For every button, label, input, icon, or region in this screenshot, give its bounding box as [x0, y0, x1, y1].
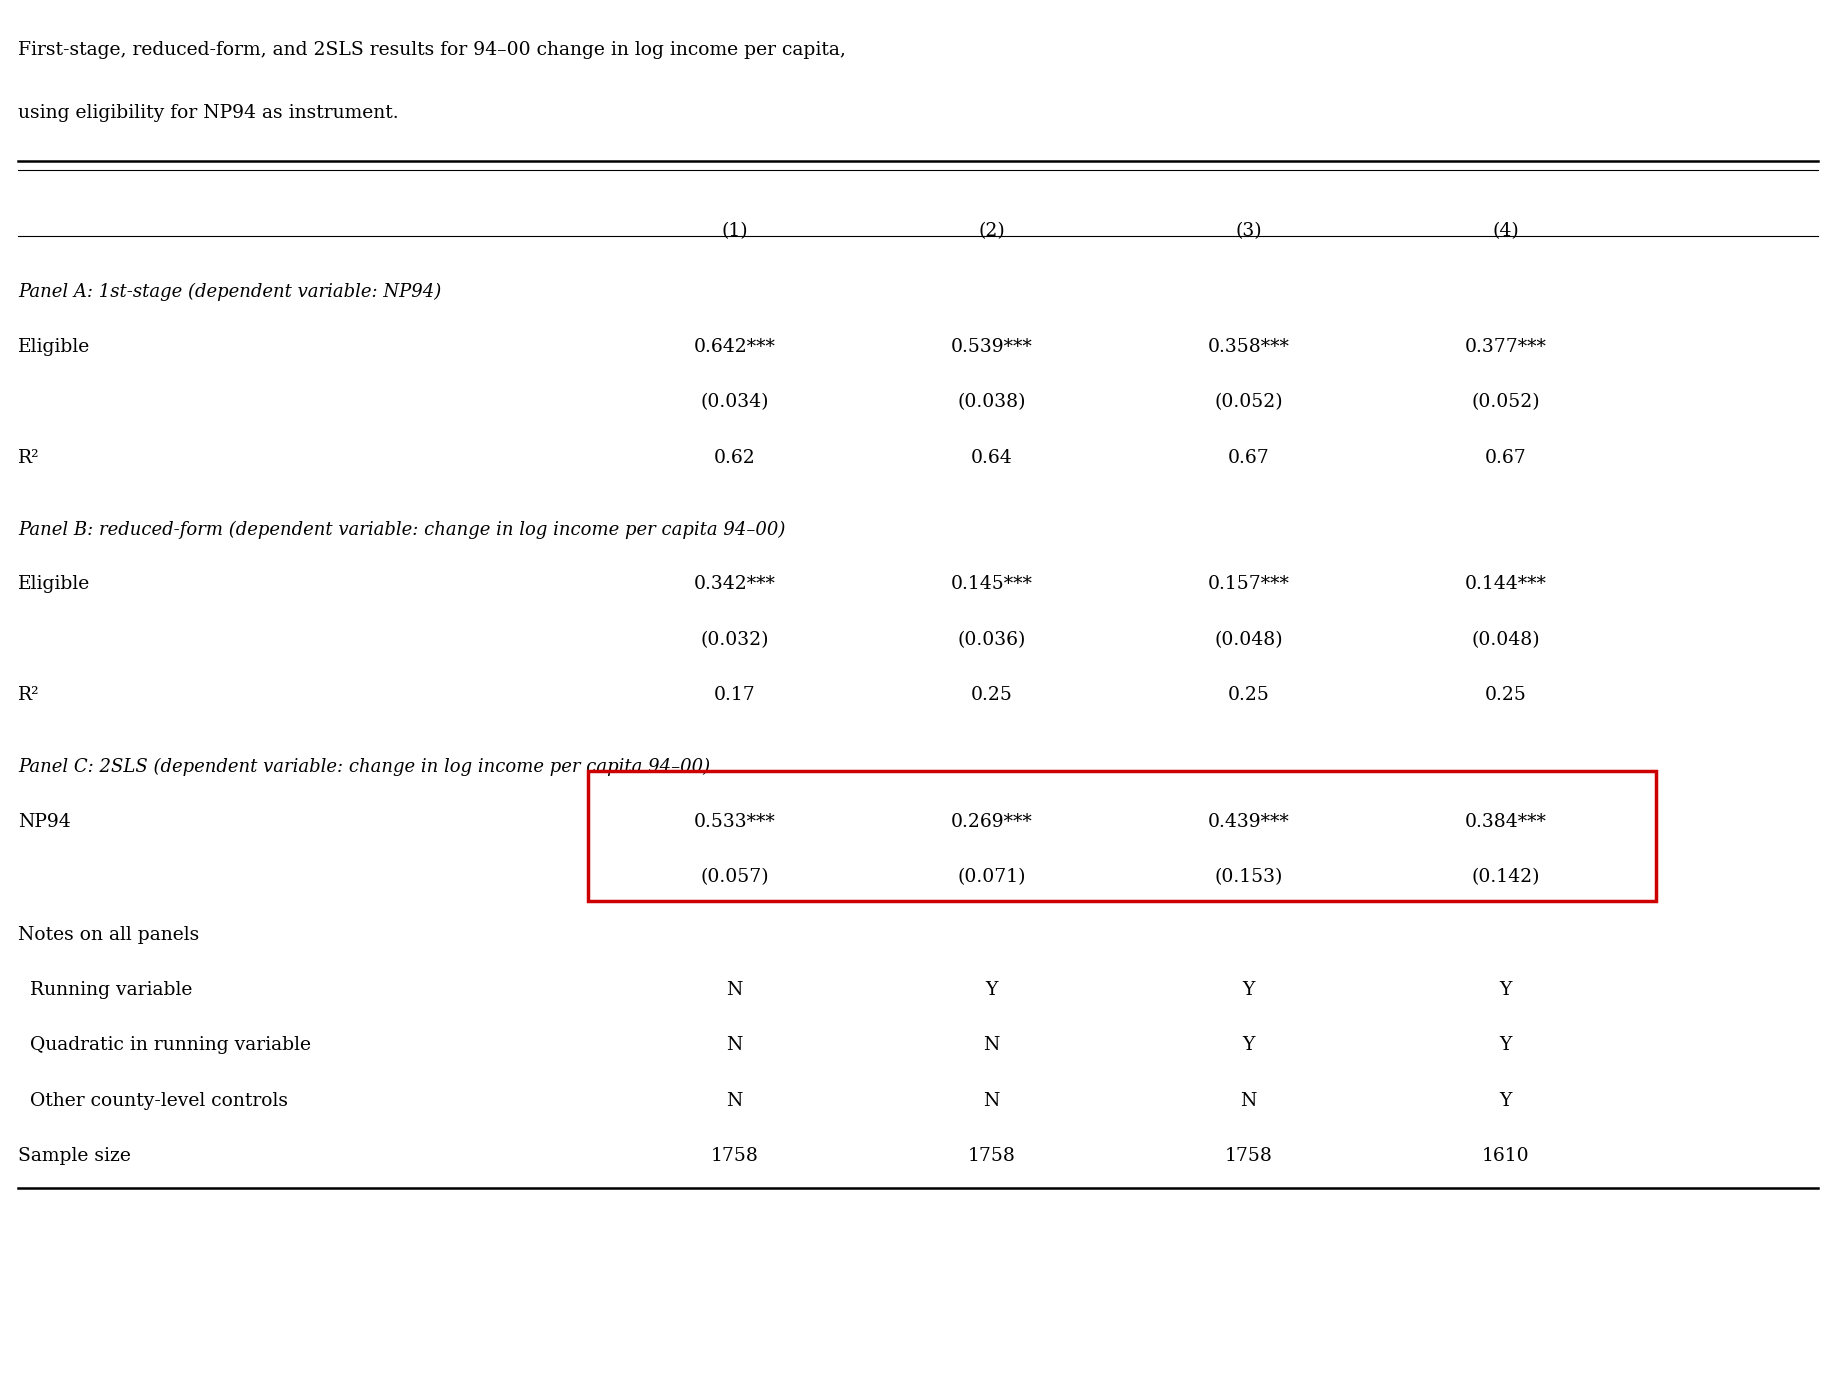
Text: 0.25: 0.25 — [1228, 686, 1269, 704]
Text: Sample size: Sample size — [18, 1147, 130, 1165]
Text: (4): (4) — [1493, 222, 1518, 240]
Text: 0.144***: 0.144*** — [1465, 575, 1546, 593]
Text: (0.153): (0.153) — [1214, 868, 1283, 886]
Text: First-stage, reduced-form, and 2SLS results for 94–00 change in log income per c: First-stage, reduced-form, and 2SLS resu… — [18, 41, 846, 59]
Text: 0.533***: 0.533*** — [694, 813, 775, 831]
Text: Y: Y — [1243, 1036, 1254, 1054]
Text: 0.145***: 0.145*** — [951, 575, 1032, 593]
Text: 0.642***: 0.642*** — [694, 338, 775, 356]
Text: 0.384***: 0.384*** — [1465, 813, 1546, 831]
Text: Eligible: Eligible — [18, 575, 90, 593]
Text: (0.034): (0.034) — [700, 393, 769, 411]
Text: N: N — [984, 1036, 999, 1054]
Text: 0.439***: 0.439*** — [1208, 813, 1289, 831]
Text: NP94: NP94 — [18, 813, 72, 831]
Text: Notes on all panels: Notes on all panels — [18, 926, 200, 944]
Text: 0.67: 0.67 — [1485, 448, 1526, 466]
Text: R²: R² — [18, 686, 40, 704]
Text: 0.64: 0.64 — [971, 448, 1012, 466]
Text: 0.269***: 0.269*** — [951, 813, 1032, 831]
Text: Quadratic in running variable: Quadratic in running variable — [18, 1036, 312, 1054]
Text: 0.342***: 0.342*** — [694, 575, 775, 593]
Text: (3): (3) — [1236, 222, 1261, 240]
Text: (2): (2) — [979, 222, 1004, 240]
Text: 1758: 1758 — [968, 1147, 1015, 1165]
Text: N: N — [1241, 1092, 1256, 1110]
Text: Panel B: reduced-form (dependent variable: change in log income per capita 94–00: Panel B: reduced-form (dependent variabl… — [18, 520, 786, 538]
Text: 1610: 1610 — [1482, 1147, 1529, 1165]
Text: (0.071): (0.071) — [957, 868, 1026, 886]
Text: Other county-level controls: Other county-level controls — [18, 1092, 288, 1110]
Text: (0.052): (0.052) — [1471, 393, 1540, 411]
Text: Running variable: Running variable — [18, 981, 193, 999]
Text: Y: Y — [986, 981, 997, 999]
Text: 0.17: 0.17 — [714, 686, 755, 704]
Text: (0.036): (0.036) — [957, 631, 1026, 649]
Text: Y: Y — [1500, 1036, 1511, 1054]
Text: (0.048): (0.048) — [1214, 631, 1283, 649]
Text: 1758: 1758 — [711, 1147, 758, 1165]
Text: R²: R² — [18, 448, 40, 466]
Text: (0.142): (0.142) — [1471, 868, 1540, 886]
Text: 1758: 1758 — [1225, 1147, 1272, 1165]
Text: 0.25: 0.25 — [1485, 686, 1526, 704]
Text: Y: Y — [1500, 1092, 1511, 1110]
Text: (1): (1) — [722, 222, 747, 240]
Text: 0.67: 0.67 — [1228, 448, 1269, 466]
Text: 0.62: 0.62 — [714, 448, 755, 466]
Text: 0.157***: 0.157*** — [1208, 575, 1289, 593]
Text: Panel A: 1st-stage (dependent variable: NP94): Panel A: 1st-stage (dependent variable: … — [18, 283, 442, 301]
Text: (0.038): (0.038) — [957, 393, 1026, 411]
Text: 0.25: 0.25 — [971, 686, 1012, 704]
Text: N: N — [727, 981, 742, 999]
Text: using eligibility for NP94 as instrument.: using eligibility for NP94 as instrument… — [18, 104, 398, 121]
Text: (0.052): (0.052) — [1214, 393, 1283, 411]
Text: N: N — [727, 1036, 742, 1054]
Text: Y: Y — [1500, 981, 1511, 999]
Text: 0.358***: 0.358*** — [1208, 338, 1289, 356]
Text: N: N — [727, 1092, 742, 1110]
Text: 0.377***: 0.377*** — [1465, 338, 1546, 356]
Text: Y: Y — [1243, 981, 1254, 999]
Text: Panel C: 2SLS (dependent variable: change in log income per capita 94–00): Panel C: 2SLS (dependent variable: chang… — [18, 758, 711, 776]
Text: N: N — [984, 1092, 999, 1110]
Text: (0.057): (0.057) — [700, 868, 769, 886]
Text: (0.048): (0.048) — [1471, 631, 1540, 649]
Text: 0.539***: 0.539*** — [951, 338, 1032, 356]
Text: Eligible: Eligible — [18, 338, 90, 356]
Text: (0.032): (0.032) — [700, 631, 769, 649]
